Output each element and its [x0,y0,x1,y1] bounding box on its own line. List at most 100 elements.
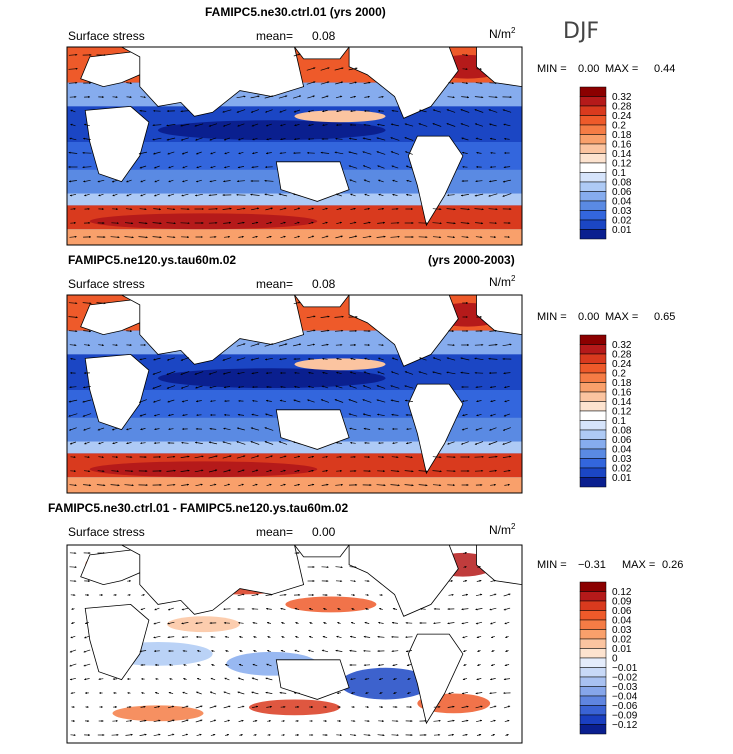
colorbar-swatch-10 [579,676,607,687]
stress-vector-138 [307,399,315,403]
stress-vector-96 [475,621,483,625]
stress-vector-25 [84,344,91,347]
stress-vector-306 [349,734,357,737]
stress-vector-306 [349,235,358,239]
stress-vector-75 [181,622,189,625]
stress-vector-36 [321,343,329,346]
stress-vector-275 [363,221,371,224]
stress-vector-116 [362,385,372,389]
stress-vector-168 [476,413,482,417]
stress-vector-82 [280,123,286,127]
stress-vector-204 [194,441,203,444]
stress-vector-132 [224,151,230,155]
stress-vector-170 [503,166,511,169]
stress-vector-91 [404,123,414,127]
stress-vector-106 [223,386,231,389]
stress-vector-216 [393,691,397,694]
panel-1-mean-value: 0.08 [312,29,336,43]
stress-vector-163 [362,413,371,417]
stress-vector-271 [308,469,314,472]
stress-vector-216 [392,442,398,445]
stress-vector-277 [390,470,400,473]
stress-vector-308 [376,235,386,238]
stress-vector-239 [293,207,301,211]
stress-vector-195 [69,193,77,197]
stress-vector-73 [152,124,162,127]
colorbar-label-2: 0.24 [612,359,632,370]
stress-vector-67 [461,608,469,611]
stress-vector-39 [364,95,370,98]
colorbar-swatch-14 [579,219,607,230]
stress-vector-309 [390,235,400,238]
stress-vector-16 [320,81,330,85]
stress-vector-282 [460,222,470,225]
stress-vector-143 [376,151,386,155]
stress-vector-84 [309,622,313,625]
colorbar-swatch-1 [579,591,607,602]
stress-vector-47 [139,357,147,361]
stress-vector-202 [168,691,174,695]
stress-vector-151 [82,413,92,417]
colorbar-swatch-13 [579,210,607,221]
panel-3-field-label: Surface stress [68,525,145,539]
stress-vector-50 [180,357,190,361]
field-band-7 [67,477,522,493]
stress-vector-158 [224,663,229,666]
stress-vector-227 [125,208,133,211]
stress-vector-192 [476,678,482,681]
stress-vector-82 [281,622,285,625]
stress-vector-99 [70,635,76,639]
stress-vector-68 [474,357,484,361]
colorbar-label-9: 0.08 [612,178,632,189]
stress-vector-102 [167,636,175,639]
stress-vector-48 [154,607,160,611]
stress-vector-292 [152,236,162,239]
stress-vector-136 [279,152,287,155]
stress-vector-79 [238,621,244,624]
panel-3: FAMIPC5.ne30.ctrl.01 - FAMIPC5.ne120.ys.… [48,501,683,744]
stress-vector-124 [69,649,77,653]
stress-vector-138 [307,649,314,653]
stress-vector-193 [489,427,497,431]
stress-vector-130 [195,400,202,403]
field-blob-4 [294,358,386,371]
stress-vector-220 [475,692,483,695]
stress-vector-171 [68,180,77,183]
stress-vector-186 [349,427,357,431]
stress-vector-62 [378,607,383,611]
stress-vector-159 [237,166,245,169]
colorbar-swatch-9 [579,172,607,183]
colorbar-swatch-11 [579,439,607,450]
stress-vector-209 [264,193,274,197]
stress-vector-195 [70,692,76,695]
stress-vector-284 [490,719,496,723]
stress-vector-150 [68,413,78,417]
stress-vector-13 [83,330,92,333]
stress-vector-103 [180,385,189,389]
continent-outline-1 [84,603,150,681]
colorbar-label-1: 0.28 [612,102,632,113]
stress-vector-280 [432,222,442,225]
stress-vector-265 [224,719,231,723]
stress-vector-80 [252,621,258,624]
panel-1-min-value: 0.00 [578,63,599,75]
colorbar-label-9: 0.08 [612,426,632,437]
stress-vector-46 [70,109,76,113]
continent-outline-2 [121,295,305,365]
stress-vector-148 [490,400,496,403]
colorbar-label-10: 0.06 [612,187,632,198]
stress-vector-88 [363,123,371,126]
stress-vector-139 [320,151,330,154]
stress-vector-266 [238,719,244,722]
stress-vector-196 [83,193,90,197]
stress-vector-304 [321,483,329,486]
stress-vector-4 [462,54,469,57]
colorbar-label-14: −0.12 [612,720,638,731]
colorbar-swatch-2 [579,600,607,611]
stress-vector-7 [320,67,330,71]
stress-vector-289 [110,484,120,487]
stress-vector-250 [461,705,469,708]
stress-vector-262 [180,469,190,472]
stress-vector-164 [376,413,385,417]
stress-vector-121 [475,386,483,389]
